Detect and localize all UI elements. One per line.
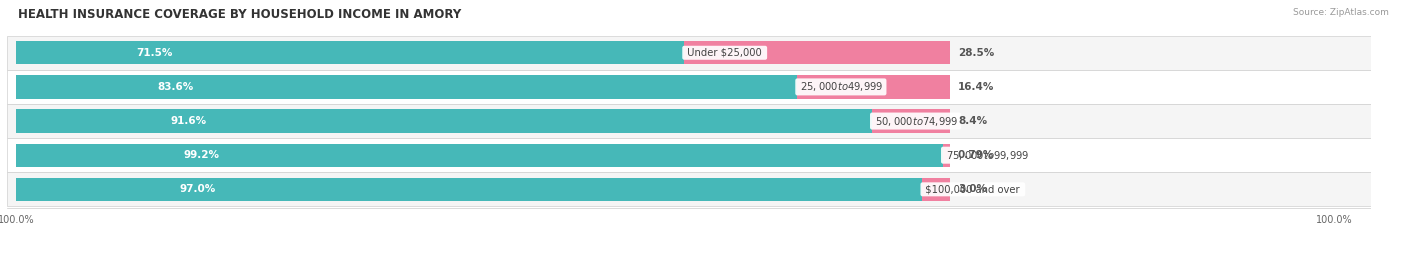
Text: 3.0%: 3.0% xyxy=(957,184,987,194)
Bar xyxy=(922,178,950,201)
Bar xyxy=(943,144,950,167)
Bar xyxy=(17,41,685,64)
Text: 99.2%: 99.2% xyxy=(183,150,219,160)
Text: 91.6%: 91.6% xyxy=(170,116,207,126)
Bar xyxy=(685,41,950,64)
Bar xyxy=(7,70,1371,104)
Text: HEALTH INSURANCE COVERAGE BY HOUSEHOLD INCOME IN AMORY: HEALTH INSURANCE COVERAGE BY HOUSEHOLD I… xyxy=(18,8,461,21)
Bar xyxy=(7,138,1371,172)
Text: 16.4%: 16.4% xyxy=(957,82,994,92)
Bar xyxy=(7,36,1371,70)
Text: $50,000 to $74,999: $50,000 to $74,999 xyxy=(872,115,959,128)
Bar xyxy=(7,104,1371,138)
Bar xyxy=(797,75,950,98)
Bar xyxy=(17,144,943,167)
Bar xyxy=(17,178,922,201)
Text: 8.4%: 8.4% xyxy=(957,116,987,126)
Text: Source: ZipAtlas.com: Source: ZipAtlas.com xyxy=(1294,8,1389,17)
Text: 83.6%: 83.6% xyxy=(157,82,193,92)
Text: 28.5%: 28.5% xyxy=(957,48,994,58)
Text: $100,000 and over: $100,000 and over xyxy=(922,184,1024,194)
Text: Under $25,000: Under $25,000 xyxy=(685,48,765,58)
Bar xyxy=(17,109,872,133)
Text: 97.0%: 97.0% xyxy=(180,184,215,194)
Bar xyxy=(872,109,950,133)
Text: 100.0%: 100.0% xyxy=(1316,215,1353,225)
Text: 71.5%: 71.5% xyxy=(136,48,173,58)
Text: $75,000 to $99,999: $75,000 to $99,999 xyxy=(943,149,1031,162)
Text: 0.79%: 0.79% xyxy=(957,150,994,160)
Text: $25,000 to $49,999: $25,000 to $49,999 xyxy=(797,80,884,93)
Bar xyxy=(17,75,797,98)
Bar xyxy=(7,172,1371,206)
